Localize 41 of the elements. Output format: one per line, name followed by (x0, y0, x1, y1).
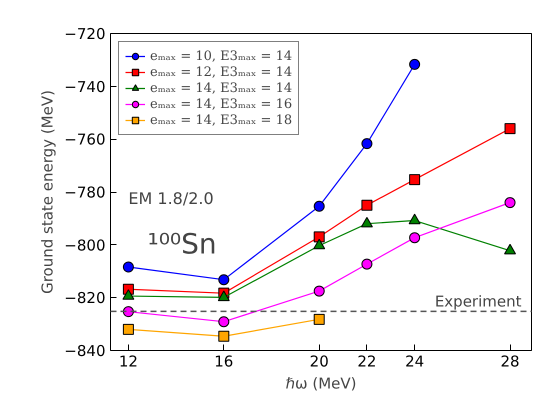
y-tick-label: −720 (64, 25, 106, 43)
x-tick-label: 22 (357, 352, 376, 370)
x-tick-label: 24 (405, 352, 424, 370)
point (409, 58, 420, 70)
y-tick-label: −800 (64, 236, 106, 254)
point (504, 197, 516, 208)
y-axis-title: Ground state energy (MeV) (38, 90, 56, 294)
point (218, 290, 230, 302)
y-tick-label: −760 (64, 130, 106, 149)
legend-label: eₘₐₓ = 14, E3ₘₐₓ = 16 (150, 96, 292, 112)
annotation: EM 1.8/2.0 (128, 188, 214, 208)
point (314, 200, 325, 212)
point (361, 258, 372, 270)
x-axis-title: ℏω (MeV) (286, 374, 356, 392)
y-tick-label: −740 (64, 78, 106, 96)
point (218, 330, 230, 342)
point (409, 232, 420, 244)
point (314, 286, 325, 297)
legend-label: eₘₐₓ = 14, E3ₘₐₓ = 18 (150, 112, 292, 128)
x-tick-label: 20 (310, 352, 329, 370)
ref-line-label: Experiment (434, 292, 522, 310)
y-tick-label: −780 (64, 184, 106, 202)
y-tick-label: −840 (64, 342, 106, 360)
point (218, 274, 230, 286)
point (122, 262, 134, 273)
y-tick-label: −820 (64, 289, 106, 308)
point (314, 314, 325, 325)
point (314, 231, 325, 242)
x-tick-label: 12 (118, 352, 138, 370)
point (361, 138, 372, 150)
legend-label: eₘₐₓ = 14, E3ₘₐₓ = 14 (150, 80, 292, 96)
point (122, 324, 134, 335)
x-tick-label: 16 (214, 352, 234, 370)
x-tick-label: 28 (500, 352, 520, 370)
legend-label: eₘₐₓ = 10, E3ₘₐₓ = 14 (150, 48, 292, 64)
legend-label: eₘₐₓ = 12, E3ₘₐₓ = 14 (150, 64, 292, 80)
annotation: ¹⁰⁰Sn (147, 228, 217, 261)
point (409, 174, 420, 186)
point (218, 316, 230, 328)
point (361, 200, 372, 211)
point (504, 123, 516, 134)
